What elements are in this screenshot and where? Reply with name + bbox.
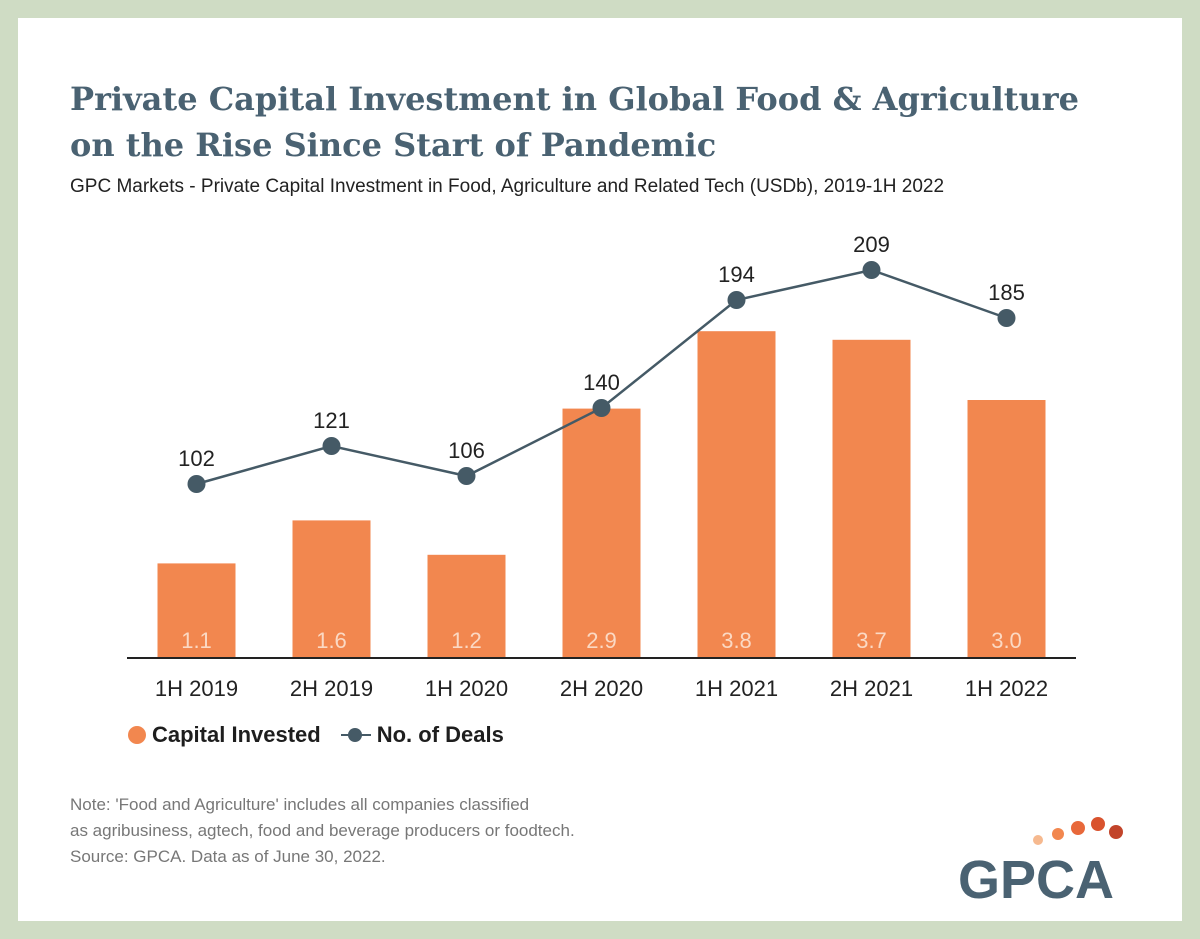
- deals-value-label: 209: [853, 232, 890, 257]
- chart-card: Private Capital Investment in Global Foo…: [18, 18, 1182, 921]
- bar: [832, 339, 911, 658]
- chart-title-line-1: Private Capital Investment in Global Foo…: [70, 80, 1080, 118]
- legend-label-no-of-deals: No. of Deals: [376, 722, 504, 747]
- deals-value-label: 140: [583, 370, 620, 395]
- bar-value-label: 1.6: [316, 628, 347, 653]
- legend-bar-swatch: [128, 726, 146, 744]
- bar: [292, 520, 371, 658]
- bar: [967, 400, 1046, 658]
- deals-value-label: 194: [718, 262, 755, 287]
- combo-chart: 1.1 1.6 1.2 2.9 3.8 3.7 3.0 1H 2019 2H 2019 1H 20…: [127, 232, 1076, 701]
- bar-value-label: 1.2: [451, 628, 482, 653]
- logo-dot: [1052, 828, 1064, 840]
- footnote-source: Source: GPCA. Data as of June 30, 2022.: [70, 847, 386, 866]
- deals-value-label: 106: [448, 438, 485, 463]
- logo-dot: [1033, 835, 1043, 845]
- legend-line-swatch: [340, 726, 371, 744]
- bar-value-label: 3.8: [721, 628, 752, 653]
- logo-dot: [1109, 825, 1123, 839]
- deals-point: [997, 309, 1016, 327]
- logo-wordmark: GPCA: [958, 850, 1114, 906]
- chart-title-line-2: on the Rise Since Start of Pandemic: [70, 126, 717, 164]
- chart-subtitle: GPC Markets - Private Capital Investment…: [70, 176, 945, 197]
- logo-dot: [1091, 817, 1105, 831]
- deals-value-label: 185: [988, 280, 1025, 305]
- logo-dots: [1033, 817, 1123, 845]
- deals-value-label: 102: [178, 446, 215, 471]
- deals-point: [727, 291, 746, 309]
- x-tick-label: 2H 2020: [560, 676, 643, 701]
- bar: [562, 408, 641, 658]
- legend-label-capital-invested: Capital Invested: [152, 722, 321, 747]
- legend-item-capital-invested: Capital Invested: [128, 722, 321, 748]
- bar-value-label: 3.0: [991, 628, 1022, 653]
- x-tick-label: 1H 2019: [155, 676, 238, 701]
- deals-point: [322, 437, 341, 455]
- deals-point: [592, 399, 611, 417]
- bar-value-label: 1.1: [181, 628, 212, 653]
- bar: [427, 554, 506, 658]
- bar: [157, 563, 236, 658]
- x-tick-label: 1H 2021: [695, 676, 778, 701]
- deals-point: [457, 467, 476, 485]
- deals-point: [187, 475, 206, 493]
- chart-legend: Capital Invested No. of Deals: [128, 722, 524, 748]
- bar-value-label: 3.7: [856, 628, 887, 653]
- bar: [697, 331, 776, 658]
- footnote-line-2: as agribusiness, agtech, food and bevera…: [70, 821, 575, 840]
- logo-dot: [1071, 821, 1085, 835]
- x-tick-label: 2H 2019: [290, 676, 373, 701]
- x-tick-label: 2H 2021: [830, 676, 913, 701]
- footnote: Note: 'Food and Agriculture' includes al…: [70, 792, 575, 870]
- x-tick-label: 1H 2020: [425, 676, 508, 701]
- legend-item-no-of-deals: No. of Deals: [340, 722, 504, 748]
- footnote-line-1: Note: 'Food and Agriculture' includes al…: [70, 795, 530, 814]
- chart-title: Private Capital Investment in Global Foo…: [70, 76, 1079, 168]
- x-tick-label: 1H 2022: [965, 676, 1048, 701]
- bar-value-label: 2.9: [586, 628, 617, 653]
- deals-point: [862, 261, 881, 279]
- deals-value-label: 121: [313, 408, 350, 433]
- gpca-logo: GPCA: [958, 817, 1123, 906]
